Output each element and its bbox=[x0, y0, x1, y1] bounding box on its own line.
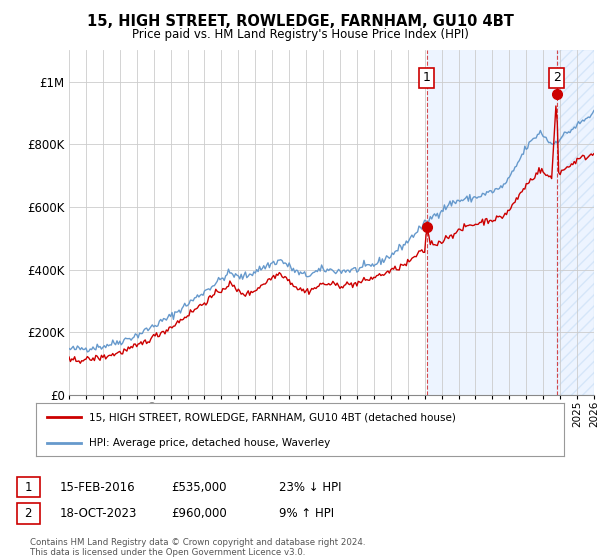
Text: Price paid vs. HM Land Registry's House Price Index (HPI): Price paid vs. HM Land Registry's House … bbox=[131, 28, 469, 41]
Bar bbox=[427, 50, 557, 395]
Text: Contains HM Land Registry data © Crown copyright and database right 2024.
This d: Contains HM Land Registry data © Crown c… bbox=[30, 538, 365, 557]
Text: 18-OCT-2023: 18-OCT-2023 bbox=[60, 507, 137, 520]
Text: £535,000: £535,000 bbox=[171, 480, 227, 494]
Text: 15, HIGH STREET, ROWLEDGE, FARNHAM, GU10 4BT (detached house): 15, HIGH STREET, ROWLEDGE, FARNHAM, GU10… bbox=[89, 412, 455, 422]
Text: 2: 2 bbox=[553, 72, 560, 85]
Text: 15, HIGH STREET, ROWLEDGE, FARNHAM, GU10 4BT: 15, HIGH STREET, ROWLEDGE, FARNHAM, GU10… bbox=[86, 14, 514, 29]
Text: 2: 2 bbox=[25, 507, 32, 520]
Text: 1: 1 bbox=[25, 480, 32, 494]
Bar bbox=[557, 50, 594, 395]
Text: 23% ↓ HPI: 23% ↓ HPI bbox=[279, 480, 341, 494]
Text: 15-FEB-2016: 15-FEB-2016 bbox=[60, 480, 136, 494]
Text: £960,000: £960,000 bbox=[171, 507, 227, 520]
Text: HPI: Average price, detached house, Waverley: HPI: Average price, detached house, Wave… bbox=[89, 437, 330, 447]
Text: 1: 1 bbox=[423, 72, 431, 85]
Text: 9% ↑ HPI: 9% ↑ HPI bbox=[279, 507, 334, 520]
